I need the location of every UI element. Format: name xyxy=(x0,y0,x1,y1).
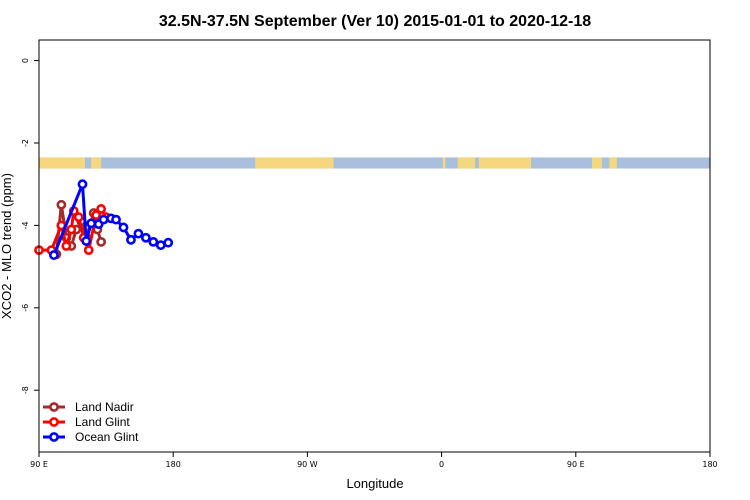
ocean-glint-point xyxy=(133,228,144,239)
land-segment-0 xyxy=(39,157,85,169)
ocean-glint-point xyxy=(126,234,136,245)
x-axis-label: Longitude xyxy=(346,476,403,491)
land-glint-point xyxy=(73,212,84,223)
ocean-glint-point xyxy=(77,179,88,190)
legend-marker-land-glint xyxy=(49,417,59,427)
x-tick-label: 180 xyxy=(166,460,181,469)
x-tick-label: 180 xyxy=(702,460,717,469)
x-tick-label: 0 xyxy=(439,460,444,469)
y-tick-label: -8 xyxy=(21,386,30,394)
y-axis: 0 -2 -4 -6 -8 xyxy=(21,58,39,394)
x-tick-label: 90 W xyxy=(297,460,318,469)
chart-title: 32.5N-37.5N September (Ver 10) 2015-01-0… xyxy=(159,13,591,30)
legend-label-land-nadir: Land Nadir xyxy=(75,400,134,414)
land-segment-5 xyxy=(478,157,532,169)
land-segment-7 xyxy=(609,157,617,169)
land-nadir-point xyxy=(96,236,107,247)
land-glint-point xyxy=(61,241,72,251)
ocean-glint-point xyxy=(49,250,59,260)
y-axis-label: XCO2 - MLO trend (ppm) xyxy=(0,173,14,319)
legend-label-land-glint: Land Glint xyxy=(75,415,130,429)
legend-label-ocean-glint: Ocean Glint xyxy=(75,430,139,444)
ocean-glint-point xyxy=(81,236,92,246)
land-glint-point xyxy=(83,245,94,256)
ocean-glint-point xyxy=(111,214,121,225)
legend-marker-land-nadir xyxy=(49,402,59,412)
y-tick-label: 0 xyxy=(21,58,30,63)
land-segment-2 xyxy=(255,157,334,169)
land-segment-1 xyxy=(91,157,102,169)
x-tick-label: 90 E xyxy=(567,460,585,469)
x-axis: 90 E 180 90 W 0 90 E 180 xyxy=(30,452,718,469)
x-tick-label: 90 E xyxy=(30,460,48,469)
land-glint-point xyxy=(66,224,77,235)
y-tick-label: -6 xyxy=(21,304,30,312)
ocean-glint-point xyxy=(118,222,129,233)
ocean-glint-point xyxy=(98,214,109,225)
land-segment-3 xyxy=(442,157,446,169)
ocean-band xyxy=(39,157,710,169)
land-segment-6 xyxy=(591,157,602,169)
ocean-glint-point xyxy=(140,232,151,243)
ocean-glint-point xyxy=(86,218,97,229)
land-glint-point xyxy=(91,210,102,220)
land-nadir-point xyxy=(56,199,67,210)
ocean-glint-point xyxy=(155,240,166,251)
ocean-glint-point xyxy=(163,237,174,248)
land-segment-4 xyxy=(457,157,476,169)
landmask-band xyxy=(39,157,710,169)
land-glint-point xyxy=(96,204,107,214)
ocean-glint-point xyxy=(148,236,159,247)
y-tick-label: -4 xyxy=(21,221,30,229)
plot-frame xyxy=(38,39,711,453)
series-layer xyxy=(34,179,174,260)
y-tick-label: -2 xyxy=(21,139,30,147)
legend-marker-ocean-glint xyxy=(49,432,59,442)
